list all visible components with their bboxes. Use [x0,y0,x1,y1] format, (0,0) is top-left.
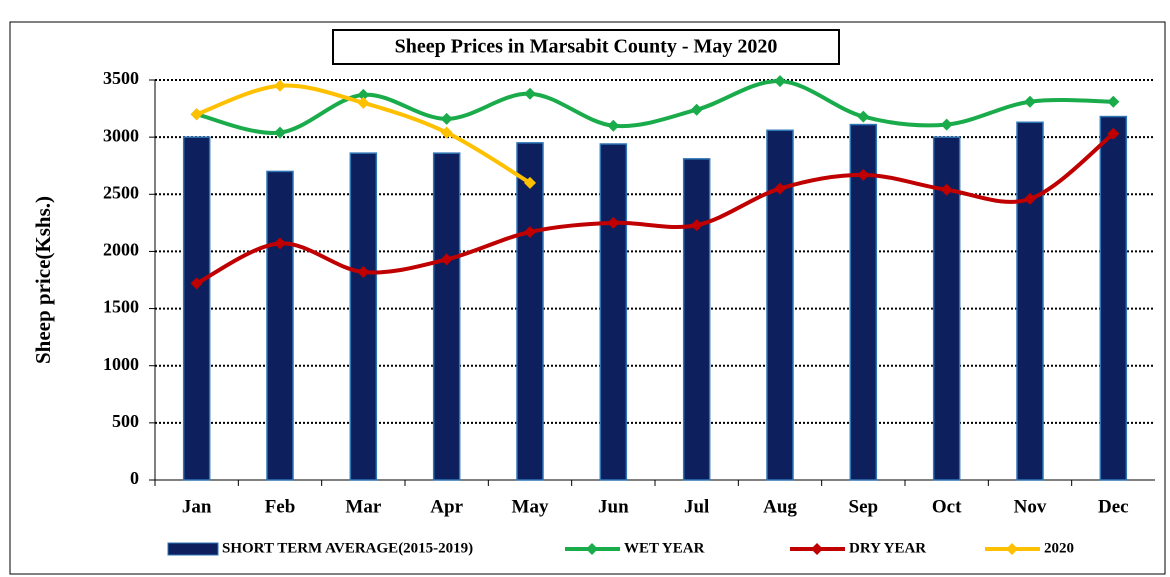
bar [182,136,211,481]
bar [349,152,378,481]
legend-label: WET YEAR [624,540,705,556]
legend-marker [1006,543,1018,555]
x-tick-label: Nov [1014,496,1047,517]
marker [357,266,370,278]
marker [1024,192,1036,205]
legend-marker [586,543,598,555]
bar [1099,115,1128,481]
marker [1107,127,1120,140]
marker [524,87,536,100]
y-tick-label: 3000 [103,125,139,145]
marker [440,253,453,266]
chart-title: Sheep Prices in Marsabit County - May 20… [395,36,778,58]
marker [274,237,286,250]
chart-border [9,21,1166,575]
marker [690,103,703,116]
y-tick-label: 1000 [103,354,139,374]
line [195,132,1115,286]
marker [1107,95,1120,108]
marker [524,176,536,189]
marker [774,75,786,88]
x-tick-label: Mar [345,496,381,517]
marker [1024,95,1036,108]
marker [524,226,536,238]
y-tick-label: 1500 [103,297,139,317]
marker [190,108,203,121]
x-tick-label: Sep [849,496,879,517]
bar [266,170,294,481]
marker [440,112,453,125]
y-tick-label: 2000 [103,240,139,260]
x-tick-label: Jan [182,496,212,517]
y-axis-label: Sheep price(Kshs.) [31,196,55,364]
marker [274,126,286,139]
legend-marker [811,543,823,555]
marker [857,110,870,123]
x-tick-label: May [512,496,549,517]
y-tick-label: 500 [112,411,139,431]
legend-swatch [167,542,219,556]
marker [940,118,953,131]
x-tick-label: Jun [598,496,629,517]
y-tick-label: 2500 [103,182,139,202]
marker [940,183,953,196]
title-box [332,29,840,65]
marker [440,126,453,139]
bar [432,152,461,481]
marker [274,79,286,92]
x-tick-label: Jul [684,496,709,517]
marker [607,216,620,229]
bar [682,158,711,481]
marker [607,119,620,132]
x-tick-label: Feb [265,496,296,517]
marker [190,277,203,290]
marker [857,168,870,181]
y-tick-label: 0 [130,468,139,488]
marker [774,182,786,195]
y-tick-label: 3500 [103,68,139,88]
line [196,79,1114,135]
bar [849,123,878,481]
x-tick-label: Apr [430,496,463,517]
legend-label: DRY YEAR [849,540,926,556]
marker [690,219,703,232]
x-tick-label: Dec [1098,496,1129,517]
x-tick-label: Oct [932,496,962,517]
legend-label: SHORT TERM AVERAGE(2015-2019) [222,540,473,556]
marker [357,96,370,109]
bar [1016,121,1044,481]
bar [599,143,628,481]
x-tick-label: Aug [763,496,797,517]
marker [357,88,370,101]
legend-label: 2020 [1044,540,1074,556]
bar [516,142,544,481]
